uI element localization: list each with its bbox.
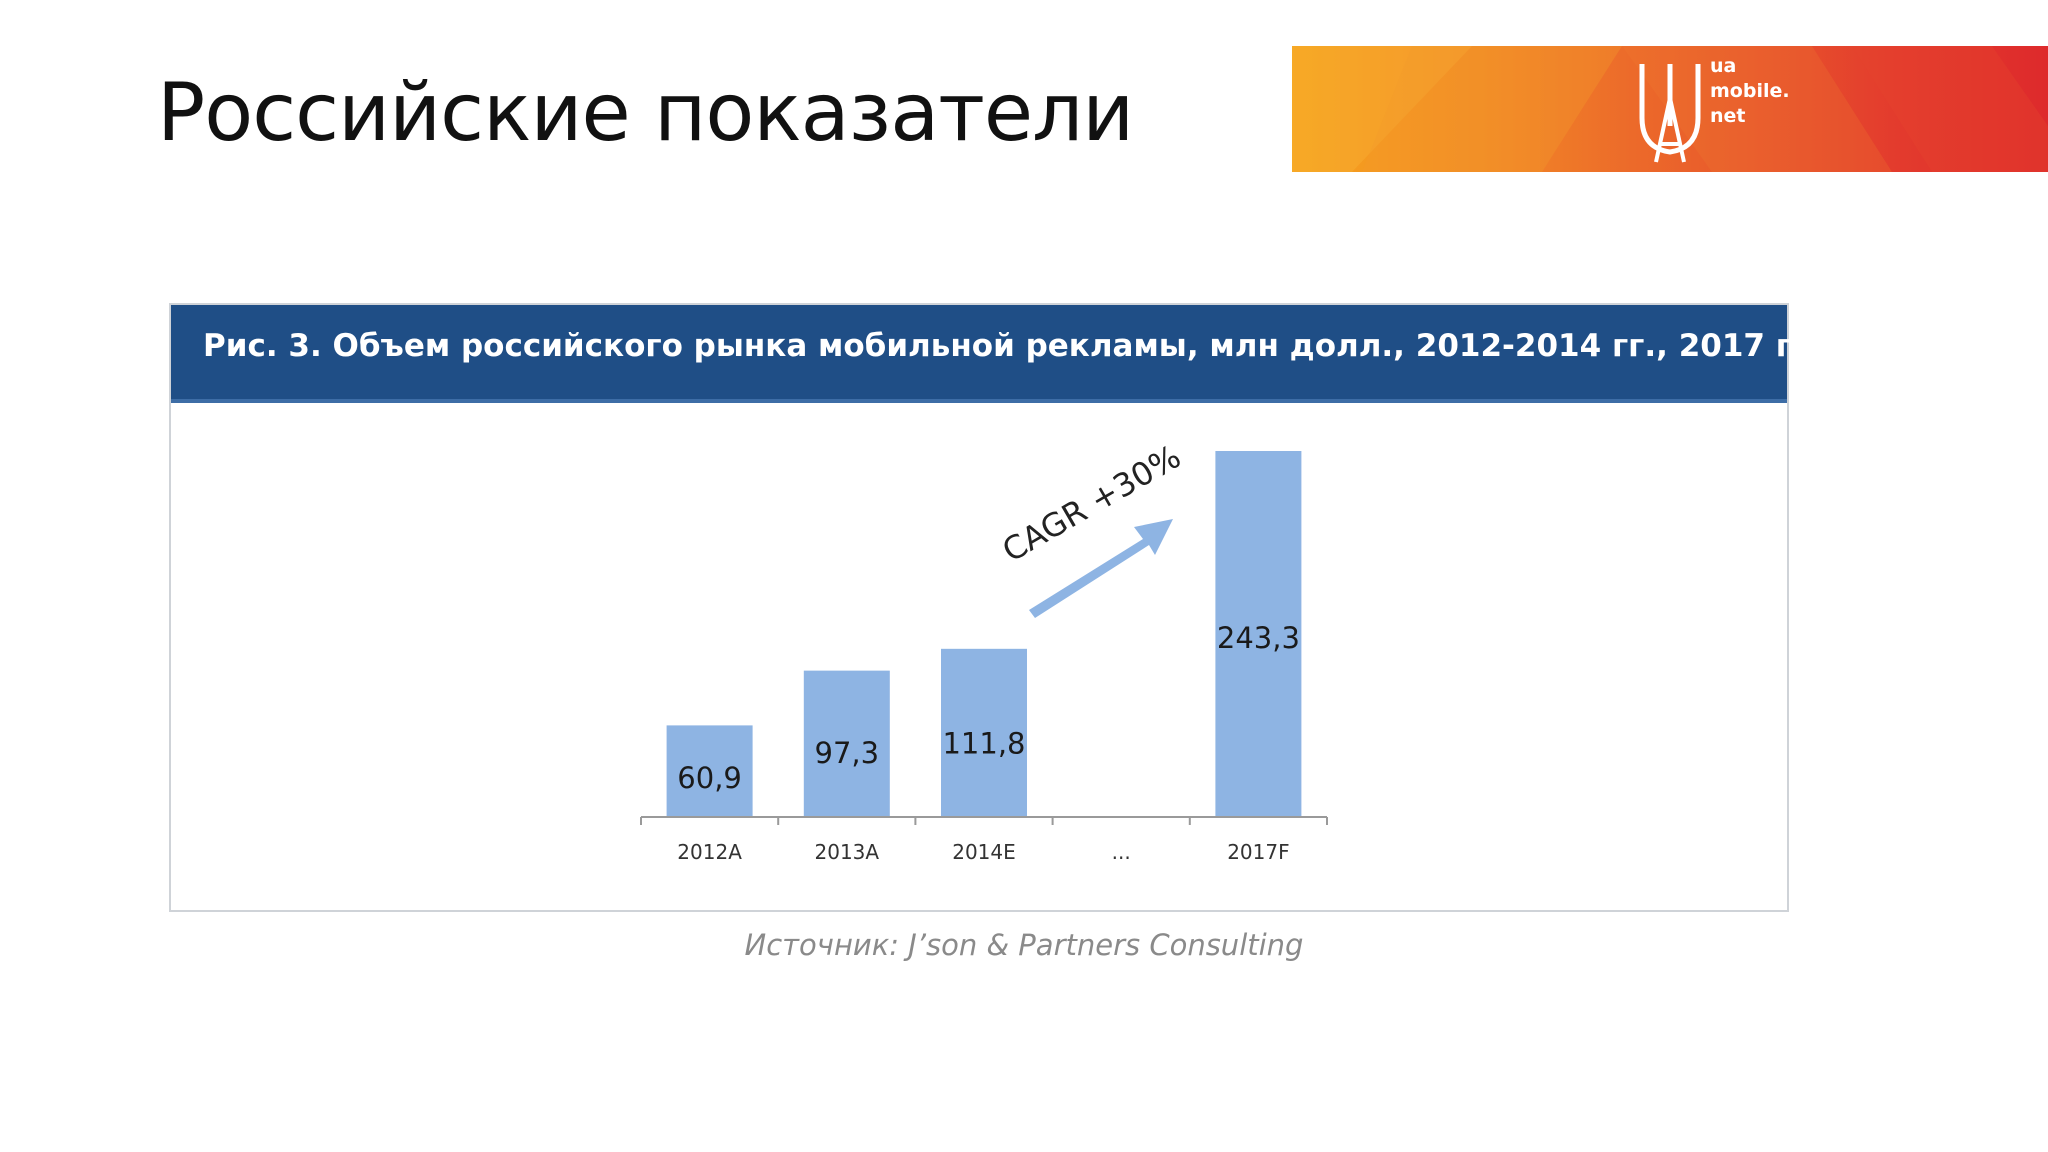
bar xyxy=(941,648,1027,817)
x-tick-label: 2012A xyxy=(677,840,742,864)
bar xyxy=(803,670,890,817)
chart-source: Источник: J’son & Partners Consulting xyxy=(744,928,1304,962)
data-label: 60,9 xyxy=(677,761,742,795)
slide-title: Российские показатели xyxy=(157,66,1134,159)
brand-banner: ua mobile. net xyxy=(1292,46,2048,172)
logo-line: net xyxy=(1710,105,1746,127)
x-tick-label: 2013A xyxy=(815,840,880,864)
bar-chart: 60,9 2012A 97,3 2013A 111,8 2014E ... 243,3 2017… xyxy=(640,437,1328,864)
x-tick-label: ... xyxy=(1112,840,1131,864)
chart-figure: Рис. 3. Объем российского рынка мобильно… xyxy=(169,303,1804,912)
chart-title: Рис. 3. Объем российского рынка мобильно… xyxy=(171,305,1804,403)
x-tick-label: 2014E xyxy=(952,840,1016,864)
data-label: 243,3 xyxy=(1217,621,1300,655)
bar xyxy=(666,725,753,817)
cagr-annotation: CAGR +30% xyxy=(996,437,1187,569)
data-label: 97,3 xyxy=(815,736,880,770)
logo-line: ua xyxy=(1710,55,1737,77)
logo-text: ua mobile. net xyxy=(1710,54,1790,129)
data-label: 111,8 xyxy=(942,726,1025,760)
bar xyxy=(1215,451,1302,817)
logo-line: mobile. xyxy=(1710,80,1790,102)
x-tick-label: 2017F xyxy=(1227,840,1289,864)
ua-mobile-logo-icon xyxy=(1639,64,1701,163)
cagr-arrow xyxy=(1029,519,1173,618)
